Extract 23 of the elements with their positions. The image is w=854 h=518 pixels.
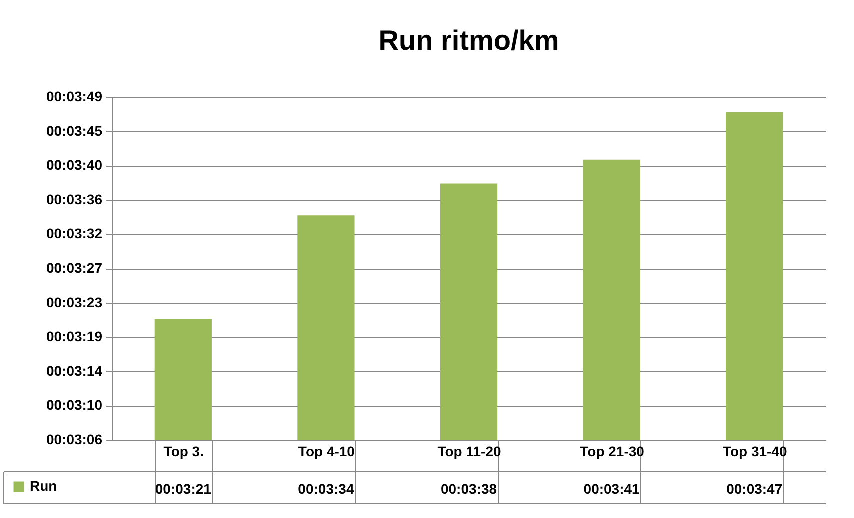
x-tick-label: Top 31-40	[722, 444, 788, 460]
y-tick-label: 00:03:06	[46, 432, 103, 448]
y-tick-label: 00:03:23	[46, 294, 103, 310]
data-label: 00:03:21	[155, 481, 212, 497]
x-tick-label: Top 4-10	[298, 444, 356, 460]
y-tick-label: 00:03:49	[46, 88, 103, 104]
data-label: 00:03:41	[584, 481, 640, 497]
y-tick-label: 00:03:32	[46, 226, 103, 242]
y-tick-label: 00:03:40	[46, 157, 103, 174]
y-tick-label: 00:03:45	[46, 122, 103, 139]
data-label: 00:03:38	[440, 481, 498, 497]
legend-label: Run	[30, 478, 58, 494]
x-tick-label: Top 3.	[164, 444, 204, 460]
data-label: 00:03:47	[726, 481, 783, 497]
y-tick-label: 00:03:14	[46, 362, 103, 379]
y-tick-label: 00:03:10	[46, 397, 103, 414]
y-tick-label: 00:03:36	[46, 191, 103, 208]
chart-title: Run ritmo/km	[378, 25, 560, 56]
y-tick-label: 00:03:19	[46, 328, 103, 345]
y-tick-label: 00:03:27	[46, 260, 103, 276]
data-label: 00:03:34	[298, 481, 354, 497]
x-tick-label: Top 11-20	[438, 444, 502, 460]
x-tick-label: Top 21-30	[580, 444, 645, 460]
